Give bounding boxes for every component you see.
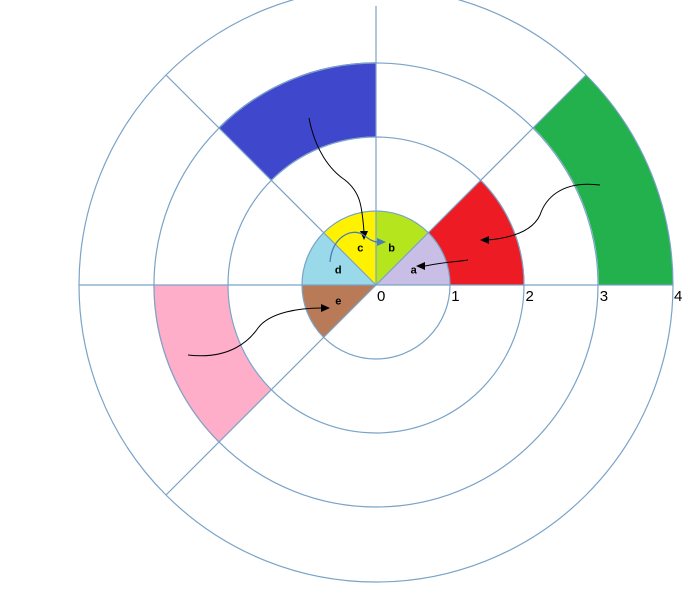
segment-ring2-0 [428, 179, 525, 285]
segment-label-d: d [335, 264, 342, 276]
segment-ring3-180 [153, 285, 271, 443]
arrow-to-e [187, 307, 323, 357]
segment-d [301, 232, 376, 285]
arrow-to-a [424, 259, 469, 267]
arrow-to-red [487, 183, 601, 241]
segment-a [376, 232, 451, 285]
spokes-layer [79, 6, 673, 496]
scale-label-3: 3 [600, 288, 608, 305]
segment-e [301, 285, 376, 338]
scale-label-4: 4 [674, 288, 682, 305]
arrow-head-red [480, 236, 489, 244]
scale-label-1: 1 [451, 288, 459, 305]
arrows-layer [187, 117, 601, 357]
arrow-head-e [321, 304, 330, 312]
arrow-d-to-b [329, 231, 379, 263]
segment-label-b: b [388, 242, 395, 254]
segment-label-e: e [335, 296, 341, 308]
scale-label-0: 0 [377, 288, 385, 305]
spoke-diagonal-225 [165, 284, 377, 496]
arrow-head-a [416, 262, 425, 270]
arrow-to-c [308, 117, 365, 233]
segment-ring4-0 [533, 74, 673, 285]
arrow-head-b [377, 238, 386, 246]
segments-layer [153, 62, 673, 443]
spoke-diagonal-45 [375, 74, 587, 286]
segment-c [323, 210, 376, 285]
spoke-diagonal-135 [165, 74, 377, 286]
labels-layer: a b c d e 0 1 2 3 4 [335, 242, 682, 307]
segment-b [376, 210, 429, 285]
segment-label-c: c [357, 242, 363, 254]
segment-ring3-90 [218, 62, 376, 180]
segment-label-a: a [411, 264, 418, 276]
scale-label-2: 2 [526, 288, 534, 305]
